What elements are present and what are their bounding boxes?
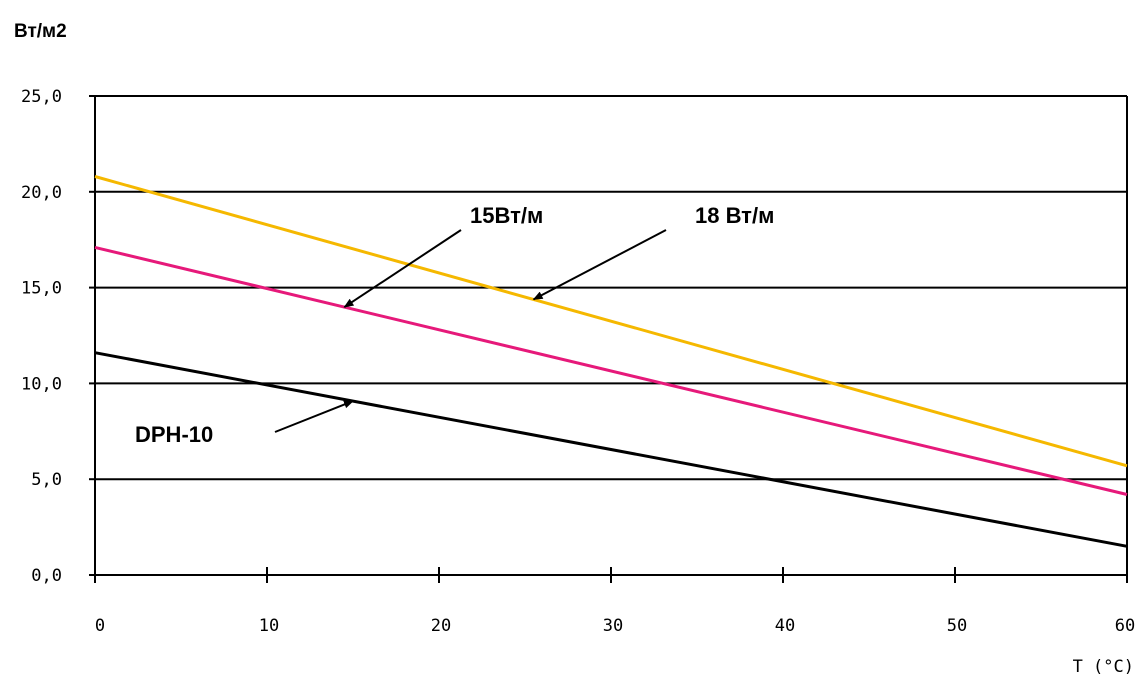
y-tick-label-2: 10,0 [21,374,62,394]
tick-marks [89,95,1128,583]
y-tick-label-3: 15,0 [21,279,62,299]
series-lines [94,175,1128,548]
y-tick-label-5: 25,0 [21,87,62,107]
x-tick-label-3: 30 [603,616,623,636]
annotation-label-2: DPH-10 [135,422,213,447]
y-tick-label-1: 5,0 [31,470,62,490]
x-tick-label-2: 20 [431,616,451,636]
x-unit-label: T (°C) [1073,657,1134,677]
annotation-arrow-0 [343,229,462,308]
x-tick-label-4: 40 [775,616,795,636]
tick-labels: 0,0 5,0 10,0 15,0 20,0 25,0 0 10 20 30 40 50 60 [21,87,1135,636]
annotation-arrow-2 [274,400,354,433]
y-tick-label-4: 20,0 [21,183,62,203]
x-tick-label-6: 60 [1115,616,1135,636]
y-tick-label-0: 0,0 [31,566,62,586]
annotations: 15Вт/м 18 Вт/м DPH-10 [135,203,774,447]
annotation-arrow-1 [532,229,667,301]
x-tick-label-0: 0 [95,616,105,636]
x-tick-label-1: 10 [259,616,279,636]
series-line-2 [94,351,1128,548]
annotation-label-1: 18 Вт/м [695,203,774,228]
x-tick-label-5: 50 [947,616,967,636]
annotation-label-0: 15Вт/м [470,203,543,228]
y-unit-label: Вт/м2 [14,21,67,42]
series-line-1 [94,245,1128,496]
series-line-0 [94,175,1128,468]
axes [94,96,1128,576]
